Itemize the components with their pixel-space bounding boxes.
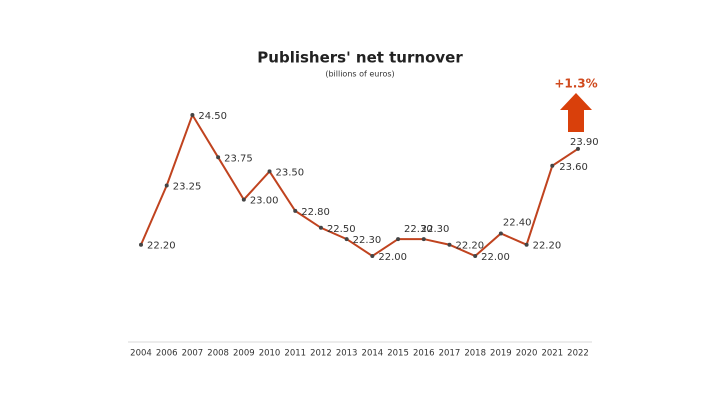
- x-tick-label: 2017: [439, 349, 461, 359]
- data-point: [344, 237, 349, 242]
- x-tick-label: 2013: [336, 349, 358, 359]
- data-point: [139, 242, 143, 247]
- value-label: 23.25: [173, 182, 202, 193]
- x-tick-label: 2021: [541, 349, 563, 359]
- x-tick-label: 2018: [464, 349, 486, 359]
- data-point: [498, 231, 503, 236]
- data-point: [421, 237, 426, 242]
- value-label: 22.00: [378, 252, 407, 263]
- chart-title: Publishers' net turnover: [257, 49, 463, 67]
- x-tick-label: 2009: [233, 349, 255, 359]
- value-label: 22.30: [404, 224, 433, 235]
- data-point: [318, 225, 323, 230]
- x-tick-label: 2004: [130, 349, 152, 359]
- series-line: [140, 112, 579, 258]
- value-label: 22.40: [503, 217, 532, 228]
- value-label: 22.00: [481, 252, 510, 263]
- data-point: [447, 242, 452, 247]
- data-point: [241, 197, 246, 202]
- value-label: 22.30: [353, 235, 382, 246]
- x-tick-label: 2008: [207, 349, 229, 359]
- value-label: 23.00: [250, 196, 279, 207]
- data-point: [293, 208, 298, 213]
- value-label: 22.20: [455, 241, 484, 252]
- value-label: 22.30: [421, 224, 450, 235]
- value-label: 23.50: [276, 167, 305, 178]
- value-label: 22.20: [533, 241, 562, 252]
- data-point: [576, 146, 580, 151]
- annotation: +1.3%: [554, 77, 597, 91]
- value-label: 23.90: [570, 137, 599, 148]
- data-point: [190, 113, 195, 117]
- data-point: [164, 183, 169, 188]
- chart-subtitle: (billions of euros): [325, 70, 394, 79]
- data-point: [396, 237, 401, 242]
- data-point: [524, 242, 529, 247]
- value-label: 22.20: [147, 241, 176, 252]
- x-tick-label: 2015: [387, 349, 409, 359]
- data-point: [267, 169, 272, 174]
- value-label: 22.50: [327, 224, 356, 235]
- value-label: 23.75: [224, 153, 253, 164]
- x-tick-label: 2006: [156, 349, 178, 359]
- data-point: [370, 254, 375, 258]
- x-tick-label: 2022: [567, 349, 589, 359]
- data-point: [216, 155, 221, 160]
- value-label: 23.60: [559, 162, 588, 173]
- up-arrow: [560, 93, 592, 132]
- x-tick-label: 2020: [516, 349, 538, 359]
- data-point: [473, 254, 478, 258]
- x-tick-label: 2010: [259, 349, 281, 359]
- value-label: 24.50: [198, 111, 227, 122]
- x-tick-label: 2011: [284, 349, 306, 359]
- x-tick-label: 2019: [490, 349, 512, 359]
- data-point: [550, 163, 555, 168]
- x-tick-label: 2007: [182, 349, 204, 359]
- x-tick-label: 2012: [310, 349, 332, 359]
- x-tick-label: 2016: [413, 349, 435, 359]
- x-tick-label: 2014: [362, 349, 384, 359]
- value-label: 22.80: [301, 207, 330, 218]
